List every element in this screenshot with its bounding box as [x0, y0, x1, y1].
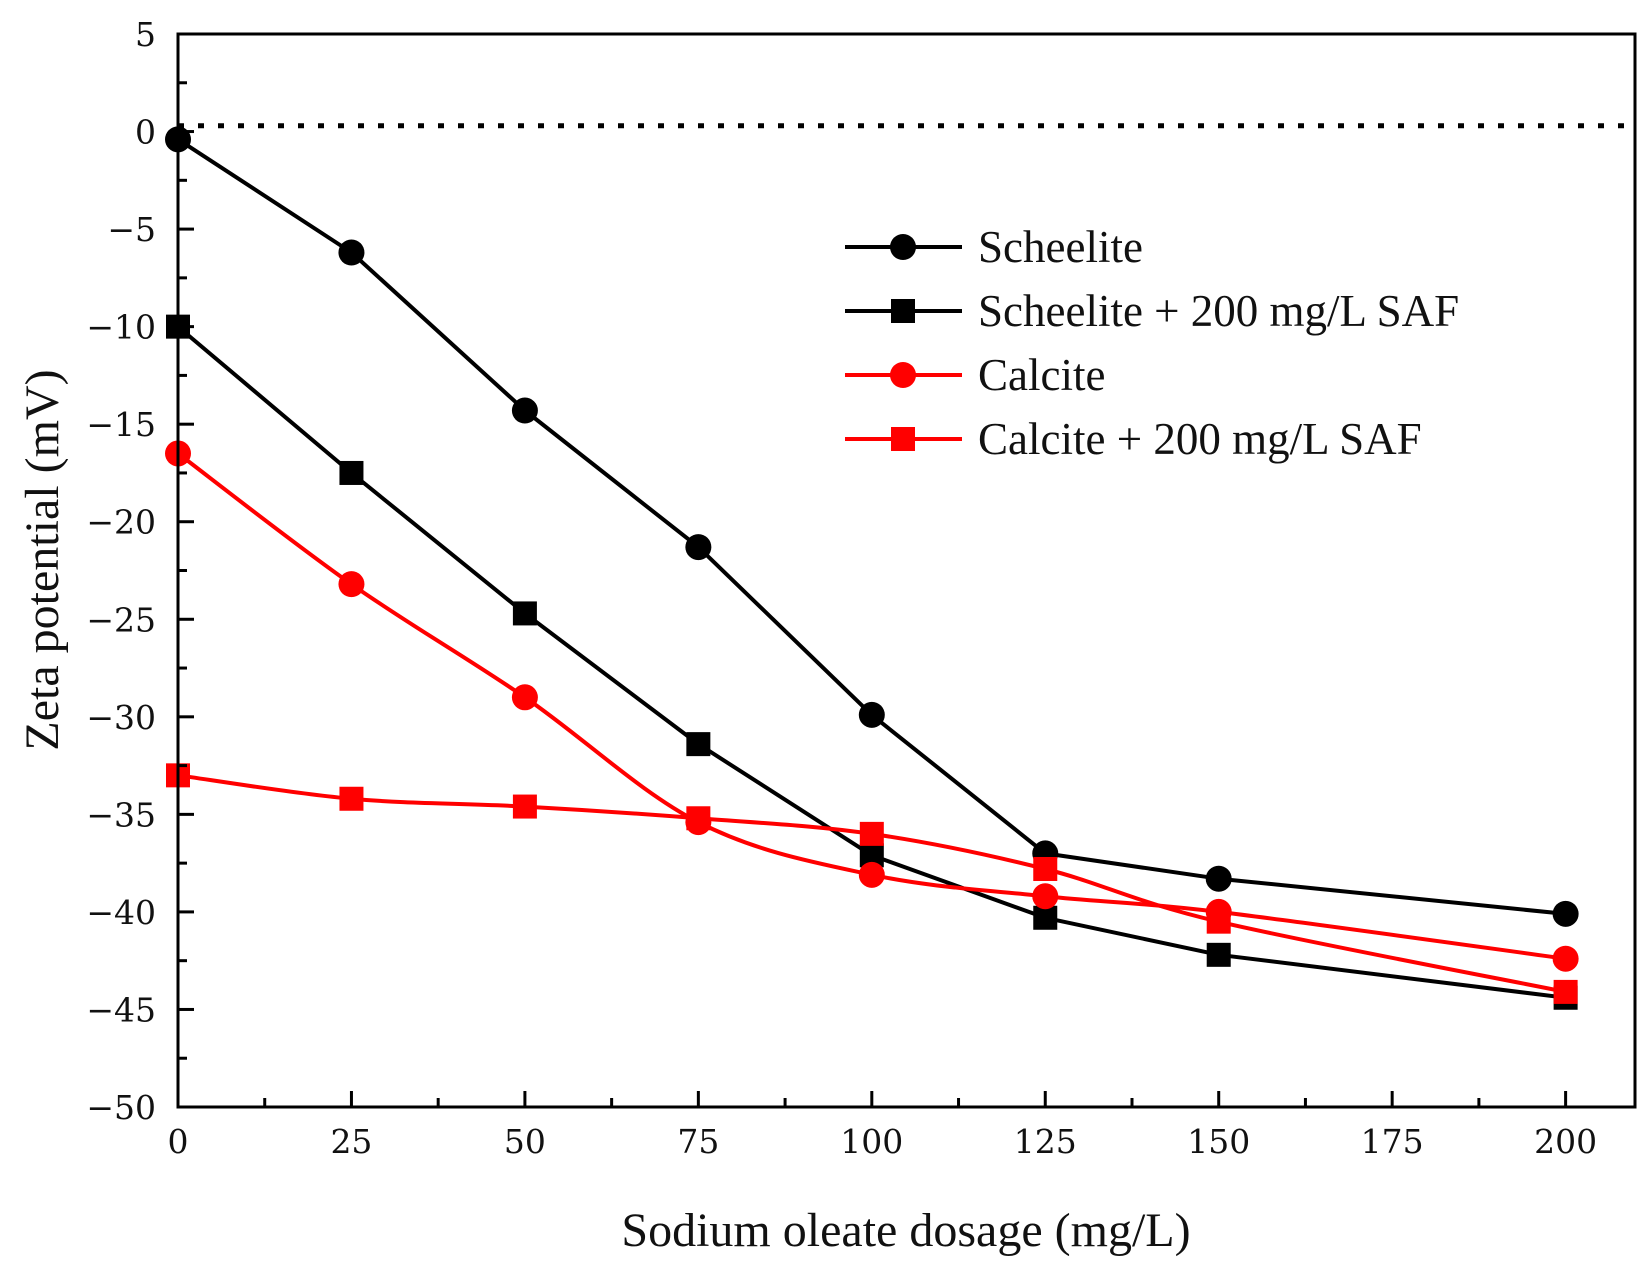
y-tick-label: −40	[86, 893, 156, 932]
x-tick-label: 75	[677, 1122, 719, 1161]
data-point	[339, 460, 364, 485]
legend-label: Calcite + 200 mg/L SAF	[978, 414, 1422, 464]
series-layer	[165, 126, 1579, 1010]
data-point	[512, 601, 537, 626]
x-tick-label: 125	[1014, 1122, 1077, 1161]
y-tick-label: −50	[86, 1088, 156, 1127]
data-point	[511, 684, 538, 711]
x-tick-label: 100	[840, 1122, 903, 1161]
x-tick-label: 150	[1187, 1122, 1250, 1161]
y-tick-label: −5	[107, 210, 156, 249]
legend-label: Scheelite	[978, 222, 1143, 272]
legend-label: Calcite	[978, 350, 1105, 400]
y-tick-label: 5	[135, 15, 156, 54]
legend-marker	[890, 362, 916, 388]
legend-marker	[891, 427, 915, 451]
data-point	[1033, 856, 1058, 881]
data-point	[858, 701, 885, 728]
series-line	[176, 325, 1566, 1000]
data-point	[859, 821, 884, 846]
x-axis-title: Sodium oleate dosage (mg/L)	[621, 1204, 1190, 1257]
y-tick-label: −10	[86, 308, 156, 347]
data-point	[858, 861, 885, 888]
data-point	[686, 806, 711, 831]
y-tick-label: −20	[86, 503, 156, 542]
y-tick-label: −45	[86, 990, 156, 1029]
series-calcite-200-mg-l-saf	[166, 763, 1578, 1004]
y-tick-label: −15	[86, 405, 156, 444]
y-axis-title: Zeta potential (mV)	[16, 369, 69, 750]
y-tick-label: 0	[135, 113, 156, 152]
x-tick-label: 200	[1534, 1122, 1597, 1161]
data-point	[339, 786, 364, 811]
data-point	[1032, 883, 1059, 910]
data-point	[1552, 900, 1579, 927]
data-point	[1033, 905, 1058, 930]
data-point	[1552, 945, 1579, 972]
y-tick-label: −25	[86, 600, 156, 639]
data-point	[1206, 942, 1231, 967]
data-point	[1205, 865, 1232, 892]
data-point	[512, 794, 537, 819]
legend-marker	[890, 234, 916, 260]
legend-item-calcite: Calcite	[845, 350, 1105, 400]
y-tick-label: −35	[86, 795, 156, 834]
legend-item-scheelite-200-mg-l-saf: Scheelite + 200 mg/L SAF	[845, 286, 1459, 336]
legend-item-calcite-200-mg-l-saf: Calcite + 200 mg/L SAF	[845, 414, 1422, 464]
axes-layer: 0 25 50 75 100 125 150 175 20050−5−10−15−20−25−3…	[86, 15, 1637, 1161]
x-tick-label: 25	[330, 1122, 372, 1161]
x-tick-label: 0	[168, 1122, 189, 1161]
legend-label: Scheelite + 200 mg/L SAF	[978, 286, 1459, 336]
data-point	[1206, 909, 1231, 934]
data-point	[338, 239, 365, 266]
legend-item-scheelite: Scheelite	[845, 222, 1143, 272]
data-point	[685, 534, 712, 561]
data-point	[511, 397, 538, 424]
data-point	[1553, 979, 1578, 1004]
data-point	[686, 732, 711, 757]
series-line	[176, 137, 1566, 916]
legend: Scheelite Scheelite + 200 mg/L SAF Calcite…	[845, 222, 1459, 464]
y-tick-label: −30	[86, 698, 156, 737]
data-point	[338, 571, 365, 598]
plot-frame	[176, 32, 1637, 1109]
legend-marker	[891, 299, 915, 323]
x-tick-label: 50	[504, 1122, 546, 1161]
x-tick-label: 175	[1361, 1122, 1424, 1161]
